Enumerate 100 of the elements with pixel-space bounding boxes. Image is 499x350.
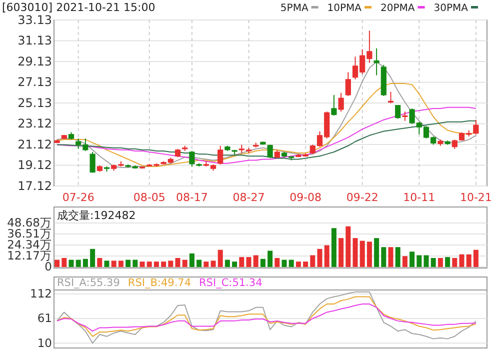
candlestick <box>395 104 401 120</box>
bar <box>410 252 415 267</box>
candlestick <box>402 111 408 122</box>
candlestick <box>189 150 195 168</box>
bar <box>168 260 174 267</box>
bar <box>445 257 450 267</box>
bar <box>459 254 464 267</box>
bar <box>324 245 330 267</box>
bar <box>175 258 180 267</box>
legend-label: 5PMA <box>280 3 308 14</box>
bar <box>282 260 287 267</box>
bar <box>352 238 358 267</box>
bar <box>189 253 194 267</box>
y-tick-label: 61 <box>37 311 52 326</box>
bar <box>260 258 266 267</box>
bar <box>395 247 400 267</box>
bar <box>274 258 280 267</box>
bar <box>104 260 110 267</box>
bar <box>366 242 372 267</box>
candlestick <box>90 151 96 174</box>
bar <box>473 250 478 267</box>
bar <box>268 250 273 267</box>
bar <box>331 228 336 267</box>
x-tick-label: 07-26 <box>62 190 94 204</box>
chart-title: 成交量:192482 <box>57 209 136 222</box>
y-tick-label: 21.12 <box>18 137 52 152</box>
bar <box>466 254 472 267</box>
bar <box>374 238 380 267</box>
candlestick <box>338 92 344 112</box>
bar <box>161 262 166 267</box>
y-tick-label: 33.13 <box>18 12 52 27</box>
bar <box>388 247 394 267</box>
line-series <box>56 61 476 168</box>
bar <box>196 260 202 267</box>
x-tick-label: 08-17 <box>176 190 208 204</box>
text: RSI_B:49.74 <box>128 277 192 289</box>
candlestick <box>267 144 273 159</box>
bar <box>338 238 344 267</box>
bar <box>303 262 308 267</box>
bar <box>253 255 258 267</box>
line-series <box>56 296 476 337</box>
y-tick-label: 19.12 <box>18 158 52 172</box>
candlestick <box>218 145 224 165</box>
x-tick-label: 08-27 <box>232 190 265 204</box>
line-series <box>56 106 476 164</box>
bar <box>210 260 216 267</box>
bar <box>424 255 429 267</box>
y-tick-label: 23.12 <box>18 116 52 131</box>
x-tick-label: 10-11 <box>403 190 436 204</box>
line-series <box>56 304 476 332</box>
bar <box>360 240 365 267</box>
bar <box>126 260 131 267</box>
y-tick-label: 112 <box>30 286 52 301</box>
x-tick-label: 08-05 <box>133 190 166 204</box>
y-tick-label: 17.12 <box>18 178 52 193</box>
y-tick-label: 25.13 <box>18 96 52 110</box>
bar <box>438 258 443 267</box>
legend-label: 20PMA <box>380 3 415 14</box>
bar <box>118 260 124 267</box>
candlestick <box>345 72 351 96</box>
bar <box>132 260 138 267</box>
bar <box>288 260 294 267</box>
bar <box>54 260 60 267</box>
text: RSI_C:51.34 <box>199 277 263 289</box>
x-tick-label: 10-21 <box>460 190 492 204</box>
bar <box>452 258 458 267</box>
legend-label: 30PMA <box>434 3 468 14</box>
bar <box>154 262 159 267</box>
candlestick <box>388 91 394 104</box>
x-tick-label: 09-08 <box>290 190 322 204</box>
bar <box>76 260 81 267</box>
bar <box>246 257 252 267</box>
bar <box>90 248 96 267</box>
bar <box>224 260 230 267</box>
bar <box>430 258 436 267</box>
text: RSI_A:55.39 <box>57 277 120 289</box>
x-tick-label: 09-22 <box>346 190 378 204</box>
y-tick-label: 29.13 <box>18 54 52 68</box>
bar <box>146 262 152 267</box>
bar <box>68 260 74 267</box>
bar <box>204 262 209 267</box>
bar <box>182 260 188 267</box>
bar <box>317 248 322 267</box>
candlestick <box>452 139 458 150</box>
bar <box>296 262 301 267</box>
y-tick-label: 27.13 <box>18 75 52 90</box>
candlestick <box>331 94 337 116</box>
bar <box>111 260 116 267</box>
bar <box>346 226 351 267</box>
candlestick <box>374 48 380 76</box>
y-tick-label: 10 <box>37 336 52 350</box>
bar <box>218 250 223 267</box>
bar <box>232 262 238 267</box>
bar <box>82 258 88 267</box>
chart-title: [603010] 2021-10-21 15:00 <box>2 1 156 14</box>
legend-label: 10PMA <box>327 3 362 14</box>
bar <box>97 258 102 267</box>
bar <box>381 247 386 267</box>
bar <box>310 255 316 267</box>
bar <box>140 262 145 267</box>
